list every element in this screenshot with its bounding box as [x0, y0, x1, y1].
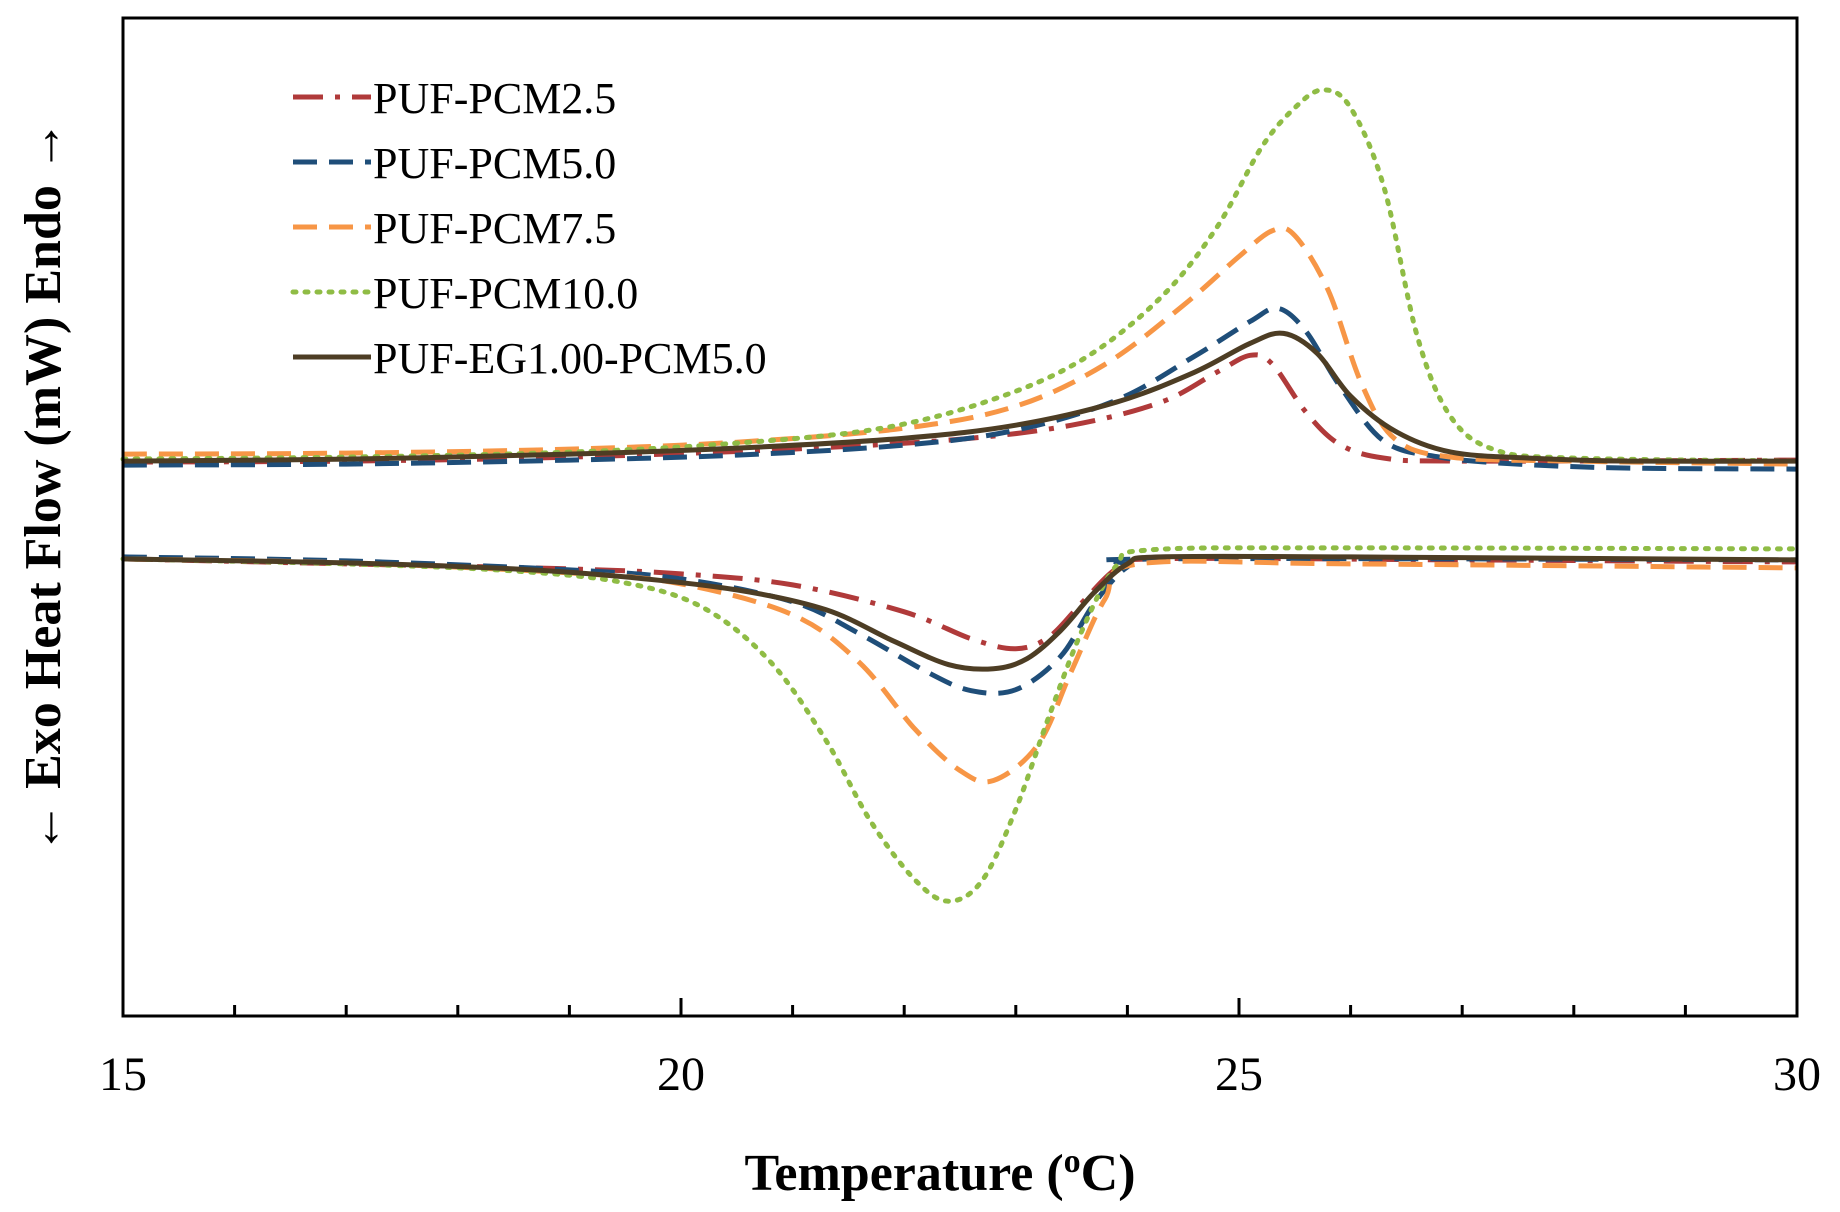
- series-5-heating-curve: [122, 330, 1798, 464]
- series-2-heating-curve: [122, 305, 1798, 472]
- y-axis-title: ← Exo Heat Flow (mW) Endo →: [15, 120, 72, 854]
- legend-item: PUF-PCM5.0: [293, 139, 616, 188]
- plot-frame: [121, 16, 1799, 1018]
- x-axis-title-end: C): [1081, 1145, 1136, 1202]
- series-4-cooling-curve: [120, 545, 1800, 904]
- series-3-heating-curve: [122, 225, 1798, 467]
- series-3-cooling-curve: [122, 556, 1798, 785]
- x-tick-label: 25: [1215, 1048, 1263, 1101]
- x-axis-title: Temperature (oC): [744, 1143, 1135, 1203]
- legend-label: PUF-PCM2.5: [373, 74, 616, 123]
- legend-label: PUF-EG1.00-PCM5.0: [373, 334, 767, 383]
- legend-item: PUF-PCM7.5: [293, 204, 616, 253]
- ticks-layer: 15 20 25 30: [99, 998, 1821, 1101]
- x-tick-label: 20: [657, 1048, 705, 1101]
- series-5-cooling-curve: [122, 553, 1798, 672]
- legend-item: PUF-PCM10.0: [290, 269, 638, 318]
- x-tick-label: 15: [99, 1048, 147, 1101]
- legend-label: PUF-PCM7.5: [373, 204, 616, 253]
- x-tick-label: 30: [1773, 1048, 1821, 1101]
- series-layer: [120, 87, 1800, 904]
- series-4-heating-curve: [120, 87, 1800, 464]
- series-1-heating-curve: [122, 352, 1798, 465]
- legend-label: PUF-PCM10.0: [373, 269, 638, 318]
- legend: PUF-PCM2.5 PUF-PCM5.0 PUF-PCM7.5 PUF-PCM10.…: [290, 74, 767, 383]
- legend-item: PUF-PCM2.5: [293, 74, 616, 123]
- x-axis-title-sup: o: [1064, 1143, 1081, 1180]
- x-axis-title-main: Temperature (: [744, 1145, 1063, 1202]
- legend-item: PUF-EG1.00-PCM5.0: [293, 334, 767, 383]
- legend-label: PUF-PCM5.0: [373, 139, 616, 188]
